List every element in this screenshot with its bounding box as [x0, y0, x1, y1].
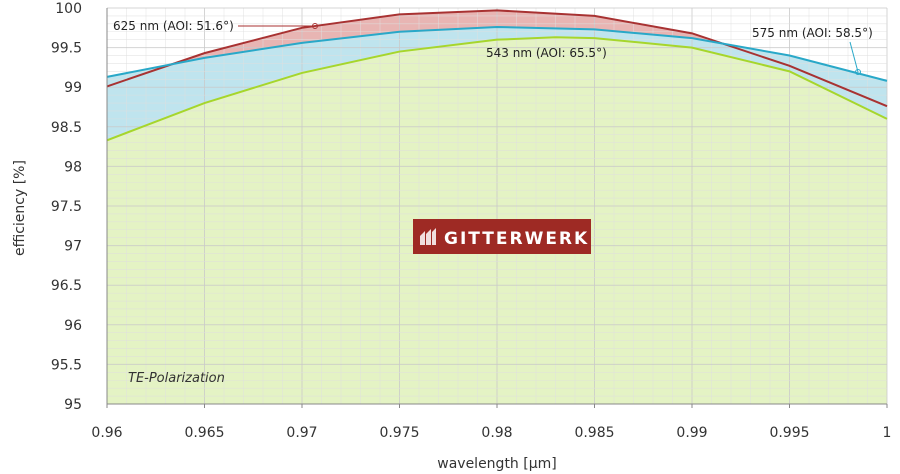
annotation-543: 543 nm (AOI: 65.5°)	[486, 46, 607, 60]
x-tick-label: 0.97	[286, 425, 317, 441]
y-tick-label: 95.5	[51, 357, 82, 373]
gitterwerk-logo: GITTERWERK	[413, 219, 591, 254]
series-lines	[106, 9, 888, 142]
logo-background	[413, 219, 591, 254]
x-tick-label: 0.965	[184, 425, 224, 441]
series-line-0	[106, 36, 888, 142]
polarization-label: TE-Polarization	[128, 371, 225, 386]
y-tick-label: 97.5	[51, 199, 82, 215]
y-axis-title: efficiency [%]	[12, 160, 28, 256]
y-tick-label: 96	[64, 318, 82, 334]
x-tick-label: 0.995	[769, 425, 809, 441]
x-tick-label: 1	[883, 425, 892, 441]
annotation-leader-575	[849, 41, 859, 73]
logo-text: GITTERWERK	[444, 229, 589, 249]
series-line-2	[106, 9, 888, 108]
y-tick-label: 99	[64, 80, 82, 96]
x-tick-label: 0.99	[676, 425, 707, 441]
tick-labels: 0.96 0.965 0.97 0.975 0.98 0.985 0.99 0.995 1 95 9…	[51, 1, 892, 441]
annotation-marker-575	[855, 69, 861, 75]
factory-icon	[420, 228, 436, 245]
x-axis-title: wavelength [µm]	[437, 456, 556, 472]
annotations: 625 nm (AOI: 51.6°) 575 nm (AOI: 58.5°) …	[113, 19, 873, 386]
y-tick-label: 98	[64, 159, 82, 175]
annotation-625: 625 nm (AOI: 51.6°)	[113, 19, 234, 33]
y-tick-label: 100	[55, 1, 82, 17]
annotation-575: 575 nm (AOI: 58.5°)	[752, 26, 873, 40]
x-tick-label: 0.98	[481, 425, 512, 441]
y-tick-label: 96.5	[51, 278, 82, 294]
x-tick-label: 0.96	[91, 425, 122, 441]
y-tick-label: 99.5	[51, 41, 82, 57]
y-tick-label: 98.5	[51, 120, 82, 136]
series-line-1	[106, 26, 888, 82]
annotation-marker-625	[312, 23, 318, 29]
x-tick-label: 0.985	[574, 425, 614, 441]
x-tick-label: 0.975	[379, 425, 419, 441]
y-tick-label: 97	[64, 239, 82, 255]
y-tick-label: 95	[64, 397, 82, 413]
